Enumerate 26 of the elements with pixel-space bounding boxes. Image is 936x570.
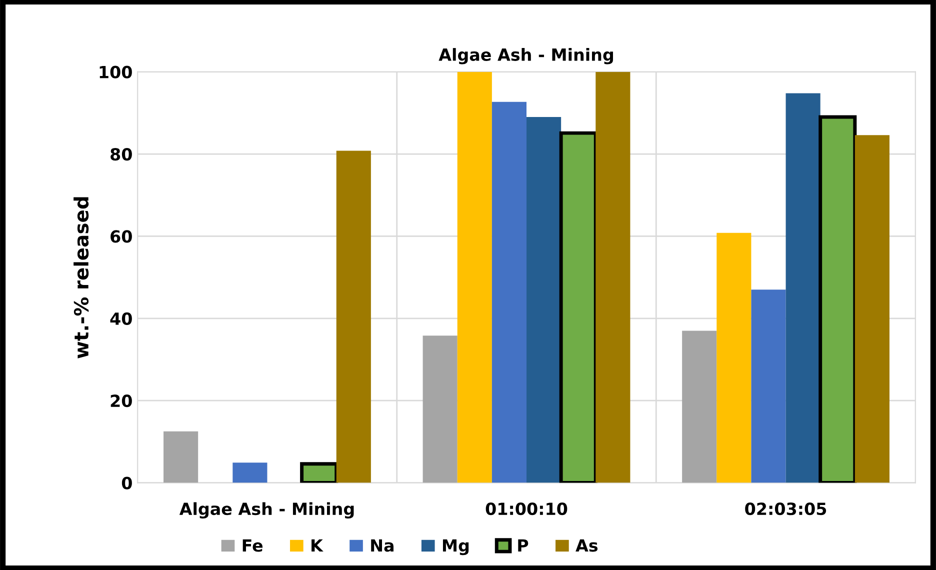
y-tick-label: 0 [122,476,132,490]
bar [457,72,492,483]
bar [716,232,752,483]
bar [492,102,526,483]
legend-label: K [312,539,324,552]
x-tick-label: Algae Ash - Mining [179,502,354,518]
legend-label: Fe [242,539,263,552]
y-tick-label: 100 [100,66,132,78]
legend-label: Na [371,539,394,552]
bar [422,336,458,483]
x-tick-label: 02:03:05 [745,502,826,516]
chart-title: Algae Ash - Mining [438,48,613,64]
y-tick-label: 60 [110,230,132,243]
legend-label: Mg [442,539,469,556]
y-tick-label: 80 [110,148,132,161]
y-tick-label: 40 [110,312,132,325]
legend-label: As [576,539,598,552]
legend-label: P [518,539,528,552]
x-tick-label: 01:00:10 [486,502,568,516]
bar [164,431,198,483]
y-tick-label: 20 [110,394,132,408]
bar [682,330,717,483]
bar [232,462,268,483]
y-axis-title: wt.-% released [74,197,89,358]
bar [336,150,371,483]
bar [751,290,786,483]
